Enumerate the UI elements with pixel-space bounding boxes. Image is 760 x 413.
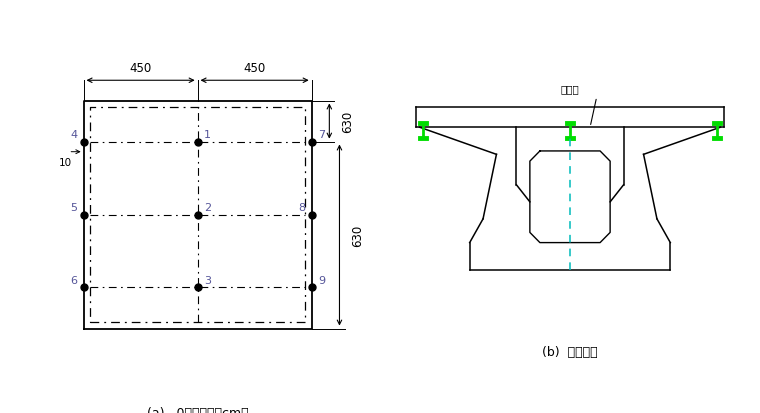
- Text: 5: 5: [70, 202, 78, 212]
- Text: 10: 10: [59, 157, 72, 167]
- Text: 7: 7: [318, 130, 325, 140]
- Text: 630: 630: [351, 224, 364, 247]
- Text: 450: 450: [129, 62, 152, 75]
- Text: 6: 6: [70, 275, 78, 285]
- Text: 8: 8: [298, 202, 306, 212]
- Text: 9: 9: [318, 275, 325, 285]
- Text: 450: 450: [243, 62, 266, 75]
- Text: 2: 2: [204, 202, 211, 212]
- Text: 3: 3: [204, 275, 211, 285]
- Text: (a)   0号块单位：cm）: (a) 0号块单位：cm）: [147, 406, 249, 413]
- Text: 4: 4: [70, 130, 78, 140]
- Text: 1: 1: [204, 130, 211, 140]
- Text: 桥面板: 桥面板: [561, 84, 579, 94]
- Text: 630: 630: [340, 111, 353, 133]
- Text: (b)  支点断面: (b) 支点断面: [542, 345, 598, 358]
